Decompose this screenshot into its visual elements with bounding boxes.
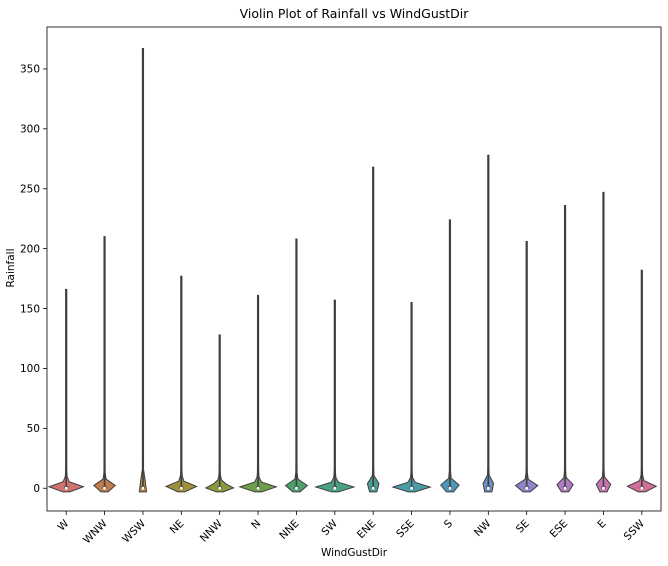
violin-median	[64, 486, 68, 490]
y-tick-label: 150	[20, 303, 40, 315]
violin-wnw	[93, 236, 117, 493]
violin-nne	[284, 238, 309, 493]
violin-ene	[366, 166, 380, 493]
violin-e	[595, 191, 612, 493]
violin-nnw	[204, 334, 235, 493]
violin-ssw	[626, 269, 658, 493]
violin-median	[141, 486, 145, 490]
y-tick-label: 100	[20, 363, 40, 375]
violin-median	[179, 486, 183, 490]
violin-median	[218, 486, 222, 490]
violin-se	[514, 240, 539, 493]
violin-ese	[556, 205, 574, 493]
y-tick-label: 300	[20, 124, 40, 136]
violin-median	[601, 486, 605, 490]
violin-median	[294, 486, 298, 490]
violin-sse	[391, 302, 432, 493]
violin-median	[256, 486, 260, 490]
violin-median	[563, 486, 567, 490]
plot-frame	[46, 26, 662, 512]
violin-wsw	[138, 48, 148, 493]
y-tick-label: 250	[20, 184, 40, 196]
y-tick-label: 200	[20, 243, 40, 255]
y-tick-label: 50	[27, 423, 40, 435]
violin-median	[486, 486, 490, 490]
violin-s	[440, 219, 460, 493]
violin-median	[371, 486, 375, 490]
violin-median	[410, 486, 414, 490]
x-axis-label: WindGustDir	[321, 547, 388, 559]
violin-median	[640, 486, 644, 490]
violin-ne	[164, 275, 198, 493]
y-axis-ticks: 0 50 100 150 200 250 300 350	[20, 64, 47, 495]
y-axis-label: Rainfall	[5, 248, 17, 287]
violin-nw	[482, 154, 495, 493]
violin-w	[47, 288, 85, 493]
y-tick-label: 350	[20, 64, 40, 76]
chart-title: Violin Plot of Rainfall vs WindGustDir	[240, 6, 470, 21]
violin-median	[525, 486, 529, 490]
violin-median	[333, 486, 337, 490]
violin-sw	[314, 299, 356, 493]
y-tick-label: 0	[33, 483, 40, 495]
violin-n	[238, 294, 278, 493]
violin-median	[448, 486, 452, 490]
violins-layer	[47, 48, 658, 493]
violin-median	[103, 486, 107, 490]
